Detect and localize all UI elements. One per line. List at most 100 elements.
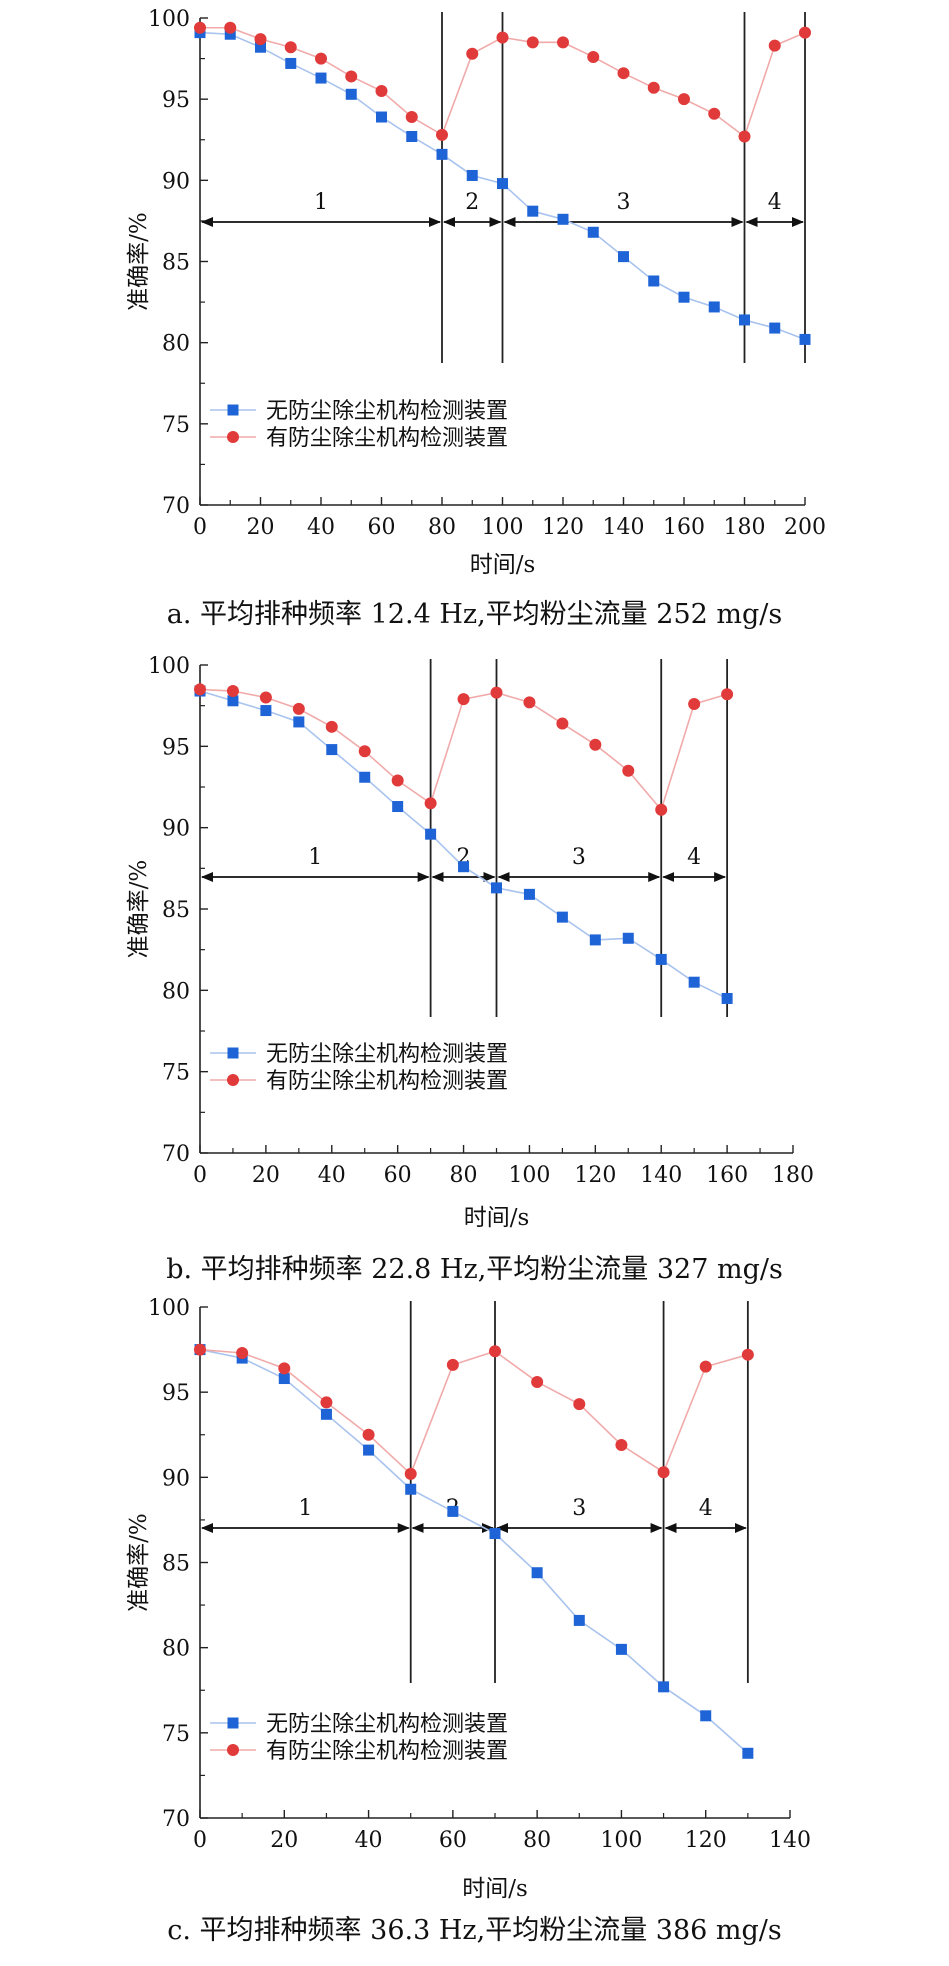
series-with-dust-removal-point <box>657 1466 670 1479</box>
series-no-dust-removal-point <box>527 205 539 217</box>
series-no-dust-removal-point <box>320 1408 332 1420</box>
series-with-dust-removal-point <box>617 67 630 80</box>
series-no-dust-removal-point <box>648 275 660 287</box>
series-with-dust-removal-point <box>259 691 272 704</box>
series-no-dust-removal-point <box>425 828 437 840</box>
legend-item-with-dust-removal-marker <box>227 431 239 443</box>
series-no-dust-removal-point <box>700 1710 712 1722</box>
x-tick-label: 120 <box>574 1163 616 1188</box>
series-no-dust-removal-point <box>655 953 667 965</box>
series-no-dust-removal-point <box>589 934 601 946</box>
y-tick-label: 100 <box>148 1296 190 1321</box>
y-tick-label: 85 <box>162 898 190 923</box>
series-with-dust-removal-point <box>194 1343 206 1356</box>
y-tick-label: 90 <box>162 169 190 194</box>
phase-label: 1 <box>314 190 328 215</box>
phase-label: 1 <box>298 1496 312 1521</box>
series-with-dust-removal-point <box>496 31 509 44</box>
y-tick-label: 100 <box>148 654 190 679</box>
legend-item-with-dust-removal-label: 有防尘除尘机构检测装置 <box>266 426 508 451</box>
y-tick-label: 75 <box>162 1722 190 1747</box>
series-with-dust-removal-point <box>404 1467 417 1480</box>
series-no-dust-removal-point <box>406 131 418 143</box>
series-no-dust-removal-line <box>199 1348 749 1754</box>
series-with-dust-removal-point <box>589 738 602 751</box>
x-axis-label: 时间/s <box>462 1876 528 1902</box>
y-tick-label: 90 <box>162 1466 190 1491</box>
legend-item-with-dust-removal-label: 有防尘除尘机构检测装置 <box>266 1739 508 1764</box>
series-with-dust-removal-point <box>489 1345 501 1358</box>
y-axis-label: 准确率/% <box>126 212 152 311</box>
series-with-dust-removal-point <box>573 1398 586 1411</box>
x-tick-label: 160 <box>663 515 705 540</box>
series-with-dust-removal-point <box>531 1375 544 1388</box>
series-with-dust-removal-point <box>556 717 569 730</box>
series-no-dust-removal-point <box>721 992 733 1004</box>
series-with-dust-removal-point <box>436 128 448 141</box>
y-tick-label: 70 <box>162 1142 190 1167</box>
phase-label: 3 <box>572 1496 586 1521</box>
series-with-dust-removal-point <box>490 686 503 699</box>
series-with-dust-removal-point <box>405 111 418 124</box>
series-with-dust-removal-point <box>708 107 721 120</box>
chart-panel-b: 70 75 80 85 90 95 100 0 20 40 60 80 100 120 140 160 180 时… <box>0 645 949 1300</box>
x-tick-label: 20 <box>252 1163 280 1188</box>
series-no-dust-removal-point <box>769 322 781 334</box>
phase-label: 1 <box>308 845 322 870</box>
x-tick-label: 0 <box>193 1163 207 1188</box>
series-with-dust-removal-point <box>655 803 668 816</box>
phase-label: 2 <box>465 190 479 215</box>
series-with-dust-removal-point <box>523 696 536 709</box>
x-tick-label: 80 <box>450 1163 478 1188</box>
series-with-dust-removal-point <box>236 1346 249 1359</box>
x-tick-label: 100 <box>508 1163 550 1188</box>
series-with-dust-removal-point <box>647 81 660 94</box>
x-axis-label: 时间/s <box>470 552 536 578</box>
series-no-dust-removal-point <box>688 976 700 988</box>
series-with-dust-removal-point <box>194 21 206 34</box>
x-tick-label: 160 <box>706 1163 748 1188</box>
series-with-dust-removal-point <box>424 797 437 810</box>
y-tick-label: 75 <box>162 1061 190 1086</box>
series-no-dust-removal-point <box>315 72 327 84</box>
series-no-dust-removal-point <box>618 251 629 263</box>
series-with-dust-removal-line <box>199 1348 749 1476</box>
y-tick-label: 70 <box>162 1807 190 1832</box>
chart-panel-c: 70 75 80 85 90 95 100 0 20 40 60 80 100 120 140 时间/s 准确率… <box>0 1283 949 1966</box>
series-with-dust-removal-point <box>466 47 479 60</box>
series-no-dust-removal-point <box>376 111 387 123</box>
y-tick-label: 70 <box>162 494 190 519</box>
series-no-dust-removal-point <box>255 41 266 53</box>
series-no-dust-removal-point <box>587 226 599 238</box>
series-no-dust-removal-point <box>278 1373 290 1385</box>
chart-b: 70 75 80 85 90 95 100 0 20 40 60 80 100 120 140 160 180 时… <box>126 654 814 1231</box>
caption-c: c. 平均排种频率 36.3 Hz,平均粉尘流量 386 mg/s <box>167 1915 782 1946</box>
x-axis-label: 时间/s <box>464 1205 530 1231</box>
x-tick-label: 180 <box>772 1163 814 1188</box>
series-no-dust-removal-point <box>557 213 569 225</box>
x-tick-label: 200 <box>784 515 826 540</box>
y-tick-label: 90 <box>162 817 190 842</box>
series-with-dust-removal-point <box>741 1348 754 1361</box>
series-no-dust-removal-point <box>615 1643 627 1655</box>
series-with-dust-removal-point <box>557 36 569 49</box>
series-no-dust-removal-point <box>447 1505 459 1517</box>
series-no-dust-removal-point <box>285 57 297 69</box>
y-axis-label: 准确率/% <box>126 1513 152 1612</box>
phase-label: 4 <box>768 190 782 215</box>
y-tick-label: 80 <box>162 332 190 357</box>
series-no-dust-removal-point <box>799 333 811 345</box>
series-with-dust-removal-point <box>224 21 237 34</box>
series-with-dust-removal-point <box>358 745 371 758</box>
series-with-dust-removal-point <box>587 50 600 63</box>
x-tick-label: 20 <box>247 515 275 540</box>
series-no-dust-removal-point <box>489 1528 501 1540</box>
x-tick-label: 0 <box>193 515 207 540</box>
series-no-dust-removal-point <box>573 1614 585 1626</box>
legend-item-no-dust-removal-label: 无防尘除尘机构检测装置 <box>266 1042 508 1067</box>
phase-label: 3 <box>572 845 586 870</box>
series-no-dust-removal-point <box>363 1444 375 1456</box>
y-tick-label: 75 <box>162 413 190 438</box>
series-no-dust-removal-point <box>359 771 371 783</box>
series-no-dust-removal-point <box>523 888 535 900</box>
